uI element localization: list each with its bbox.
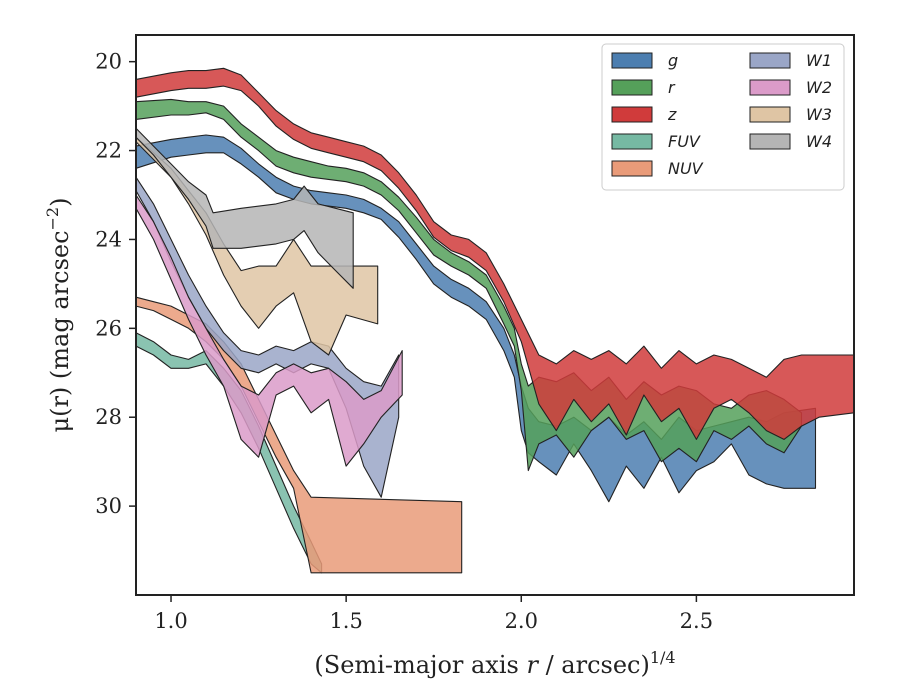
series-area-g — [135, 134, 817, 503]
legend-swatch-w1 — [749, 52, 791, 69]
y-axis-label-exponent: −2 — [43, 207, 62, 231]
legend-label-w2: W2 — [806, 78, 832, 97]
legend-swatch-r — [611, 79, 653, 96]
x-axis-label: (Semi-major axis r / arcsec)1/4 — [314, 648, 675, 679]
x-tick-label: 1.0 — [154, 609, 187, 633]
y-tick-label: 26 — [95, 316, 122, 340]
legend-swatch-z — [611, 106, 653, 123]
y-axis-label: μ(r) (mag arcsec−2) — [43, 198, 74, 433]
legend-label-z: z — [667, 105, 677, 124]
legend-label-fuv: FUV — [668, 132, 701, 151]
y-axis-label-main: μ(r) (mag arcsec — [46, 230, 74, 432]
plot-frame — [135, 34, 855, 596]
y-axis-label-close: ) — [46, 198, 74, 207]
y-axis-ticks: 20 22 24 26 28 30 — [95, 50, 136, 518]
y-tick-label: 20 — [95, 50, 122, 74]
y-tick-label: 22 — [95, 139, 122, 163]
series-area-w3 — [135, 136, 379, 356]
legend-label-w1: W1 — [806, 51, 832, 70]
legend-swatch-g — [611, 52, 653, 69]
legend-swatch-w2 — [749, 79, 791, 96]
y-tick-label: 28 — [95, 405, 122, 429]
series-area-w1 — [135, 176, 400, 498]
legend-swatch-fuv — [611, 133, 653, 150]
series-area-w2 — [135, 194, 403, 467]
x-axis-ticks: 1.0 1.5 2.0 2.5 — [154, 595, 713, 633]
legend-label-w4: W4 — [806, 132, 832, 151]
x-axis-label-tail: / arcsec) — [538, 651, 650, 679]
legend-label-nuv: NUV — [668, 159, 704, 178]
legend: grz FUV NUV W1 W2 W3 W4 — [601, 43, 845, 191]
profile-areas — [135, 67, 855, 574]
legend-label-w3: W3 — [806, 105, 832, 124]
x-axis-label-exponent: 1/4 — [650, 648, 676, 667]
x-axis-label-lead: (Semi-major axis — [314, 651, 526, 679]
y-tick-label: 30 — [95, 494, 122, 518]
legend-swatch-nuv — [611, 160, 653, 177]
legend-label-r: r — [668, 78, 676, 97]
legend-swatch-w3 — [749, 106, 791, 123]
x-tick-label: 1.5 — [329, 609, 362, 633]
x-tick-label: 2.5 — [680, 609, 713, 633]
legend-label-g: g — [668, 51, 678, 70]
y-tick-label: 24 — [95, 227, 122, 251]
series-area-w4 — [135, 127, 354, 289]
x-tick-label: 2.0 — [505, 609, 538, 633]
legend-swatch-w4 — [749, 133, 791, 150]
x-axis-label-var: r — [526, 651, 539, 679]
